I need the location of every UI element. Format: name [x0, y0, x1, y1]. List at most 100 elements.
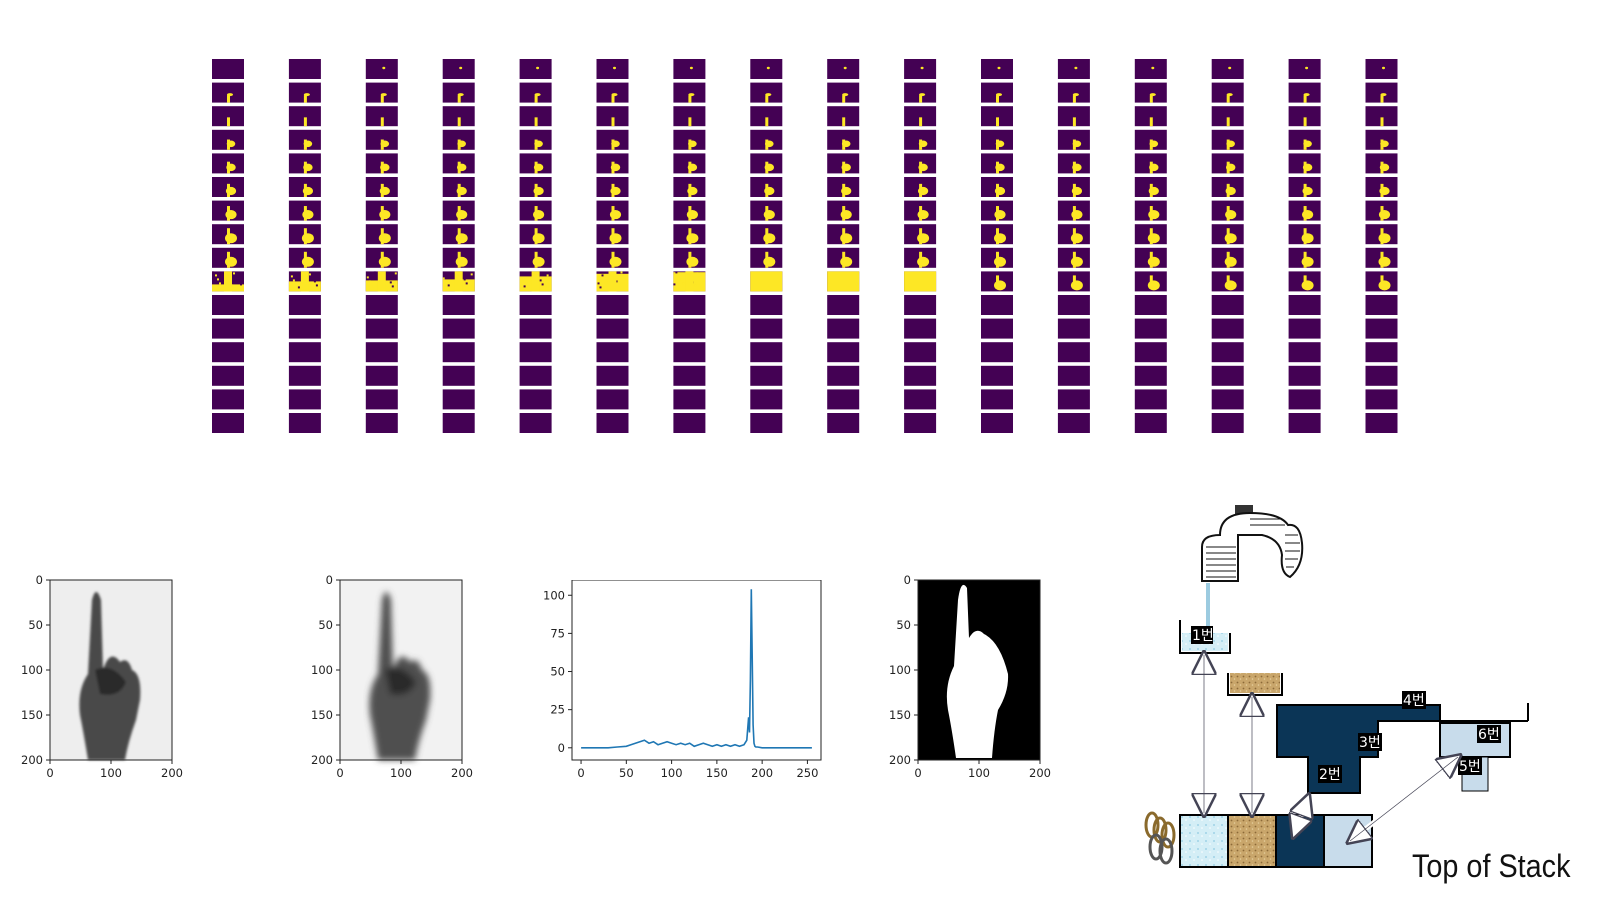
threshold-cell — [443, 342, 475, 362]
spring-icon — [1146, 813, 1174, 863]
threshold-cell — [673, 295, 705, 315]
threshold-cell — [520, 201, 552, 221]
threshold-cell — [1135, 177, 1167, 197]
threshold-cell — [1212, 177, 1244, 197]
threshold-cell — [1058, 295, 1090, 315]
threshold-cell — [366, 130, 398, 150]
threshold-cell — [1058, 59, 1090, 79]
tank-1-label: 1번 — [1192, 628, 1214, 644]
threshold-cell — [366, 177, 398, 197]
threshold-cell — [1135, 83, 1167, 103]
threshold-cell — [366, 413, 398, 433]
threshold-cell — [520, 153, 552, 173]
tank-sand — [1228, 673, 1282, 695]
y-tick-label: 0 — [558, 741, 565, 755]
threshold-cell — [1058, 389, 1090, 409]
threshold-cell — [981, 83, 1013, 103]
threshold-cell — [981, 153, 1013, 173]
threshold-cell — [827, 366, 859, 386]
threshold-cell — [520, 59, 552, 79]
threshold-cell — [1289, 201, 1321, 221]
threshold-cell — [827, 153, 859, 173]
threshold-cell — [520, 83, 552, 103]
threshold-cell — [981, 201, 1013, 221]
histogram-chart: 0255075100 0 50 100 150 200 250 — [540, 580, 840, 800]
threshold-cell — [520, 389, 552, 409]
threshold-cell — [750, 389, 782, 409]
threshold-cell — [827, 413, 859, 433]
threshold-cell — [1135, 342, 1167, 362]
y-tick-label: 100 — [543, 588, 565, 602]
threshold-cell — [904, 413, 936, 433]
threshold-cell — [289, 295, 321, 315]
threshold-cell — [212, 413, 244, 433]
threshold-cell — [1366, 271, 1398, 291]
threshold-cell — [981, 177, 1013, 197]
threshold-cell — [1366, 153, 1398, 173]
threshold-cell — [673, 201, 705, 221]
threshold-cell — [1289, 106, 1321, 126]
threshold-cell — [212, 271, 244, 291]
threshold-cell — [827, 83, 859, 103]
threshold-cell — [981, 106, 1013, 126]
threshold-cell — [597, 153, 629, 173]
threshold-cell — [673, 224, 705, 244]
threshold-cell — [212, 130, 244, 150]
tank-2-label: 2번 — [1319, 767, 1341, 783]
threshold-cell — [1366, 389, 1398, 409]
threshold-cell — [443, 389, 475, 409]
threshold-cell — [366, 342, 398, 362]
threshold-cell — [289, 248, 321, 268]
threshold-cell — [1366, 295, 1398, 315]
threshold-cell — [750, 153, 782, 173]
y-tick-label: 0 — [904, 573, 911, 587]
threshold-cell — [1289, 248, 1321, 268]
threshold-cell — [904, 389, 936, 409]
threshold-cell — [904, 224, 936, 244]
threshold-cell — [443, 271, 475, 291]
y-tick-label: 150 — [311, 708, 333, 722]
threshold-cell — [443, 366, 475, 386]
y-tick-label: 50 — [550, 665, 565, 679]
threshold-cell — [597, 130, 629, 150]
x-tick-label: 0 — [46, 766, 53, 780]
threshold-cell — [904, 130, 936, 150]
plot-frame — [572, 580, 821, 760]
threshold-cell — [750, 201, 782, 221]
threshold-cell — [750, 177, 782, 197]
threshold-cell — [904, 319, 936, 339]
threshold-cell — [1366, 201, 1398, 221]
threshold-cell — [1212, 271, 1244, 291]
threshold-cell — [1366, 248, 1398, 268]
y-tick-label: 100 — [889, 663, 911, 677]
threshold-cell — [289, 271, 321, 291]
y-ticks: 0 50 100 150 200 — [889, 573, 918, 767]
threshold-cell — [289, 177, 321, 197]
threshold-cell — [443, 106, 475, 126]
threshold-cell — [1212, 319, 1244, 339]
threshold-cell — [212, 248, 244, 268]
threshold-cell — [443, 295, 475, 315]
threshold-cell — [673, 342, 705, 362]
threshold-cell — [1135, 295, 1167, 315]
threshold-cell — [673, 106, 705, 126]
y-ticks: 0 50 100 150 200 — [311, 573, 340, 767]
threshold-cell — [1289, 83, 1321, 103]
threshold-cell — [289, 153, 321, 173]
threshold-cell — [366, 271, 398, 291]
threshold-cell — [520, 224, 552, 244]
x-tick-label: 100 — [968, 766, 990, 780]
threshold-cell — [1289, 271, 1321, 291]
threshold-cell — [1135, 224, 1167, 244]
threshold-cell — [212, 153, 244, 173]
threshold-cell — [212, 59, 244, 79]
threshold-cell — [1212, 83, 1244, 103]
threshold-cell — [597, 342, 629, 362]
y-tick-label: 25 — [550, 703, 565, 717]
threshold-cell — [750, 319, 782, 339]
threshold-cell — [366, 295, 398, 315]
threshold-cell — [1135, 271, 1167, 291]
x-tick-label: 100 — [661, 766, 683, 780]
threshold-cell — [597, 224, 629, 244]
x-axis-ticks: 0 50 100 150 200 250 — [577, 760, 818, 780]
